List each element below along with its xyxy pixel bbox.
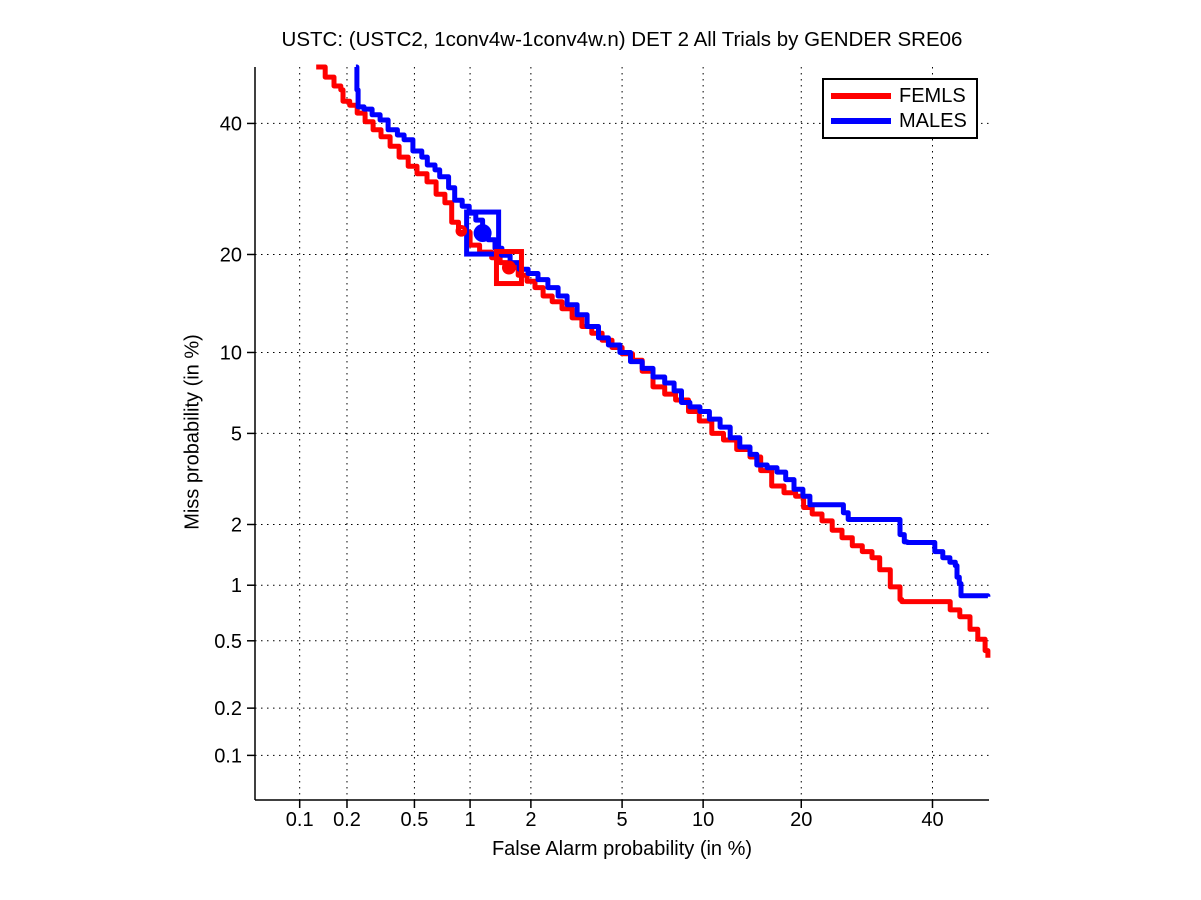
y-tick-label-40: 40: [220, 113, 242, 135]
legend-item-femls: FEMLS: [824, 86, 976, 106]
males-dot-marker: [473, 224, 492, 243]
x-tick-label-0.5: 0.5: [401, 809, 429, 831]
legend: FEMLS MALES: [822, 78, 978, 139]
femls-line-swatch: [831, 92, 891, 99]
x-tick-label-20: 20: [790, 809, 812, 831]
plot-title: USTC: (USTC2, 1conv4w-1conv4w.n) DET 2 A…: [281, 28, 963, 51]
legend-item-males: MALES: [824, 111, 976, 131]
males-label: MALES: [899, 110, 967, 133]
det-curve-femls: [316, 64, 991, 658]
y-tick-label-0.5: 0.5: [214, 631, 242, 653]
x-tick-label-5: 5: [617, 809, 628, 831]
x-tick-label-10: 10: [692, 809, 714, 831]
x-tick-label-0.2: 0.2: [333, 809, 361, 831]
femls-dot-marker: [501, 260, 516, 275]
y-tick-label-0.1: 0.1: [214, 745, 242, 767]
x-tick-label-2: 2: [525, 809, 536, 831]
y-tick-label-10: 10: [220, 342, 242, 364]
x-tick-label-40: 40: [921, 809, 943, 831]
y-tick-label-20: 20: [220, 244, 242, 266]
males-line-swatch: [831, 118, 891, 125]
x-tick-label-1: 1: [465, 809, 476, 831]
y-tick-label-1: 1: [231, 575, 242, 597]
x-axis-title: False Alarm probability (in %): [491, 838, 753, 860]
det-curve-males: [354, 64, 991, 599]
y-tick-label-5: 5: [231, 423, 242, 445]
y-axis-title: Miss probability (in %): [181, 334, 204, 530]
x-tick-label-0.1: 0.1: [286, 809, 314, 831]
femls-box-marker: [493, 249, 524, 287]
femls-circle-marker: [455, 225, 468, 237]
y-tick-label-2: 2: [231, 514, 242, 536]
femls-label: FEMLS: [899, 84, 966, 107]
y-tick-label-0.2: 0.2: [214, 698, 242, 720]
